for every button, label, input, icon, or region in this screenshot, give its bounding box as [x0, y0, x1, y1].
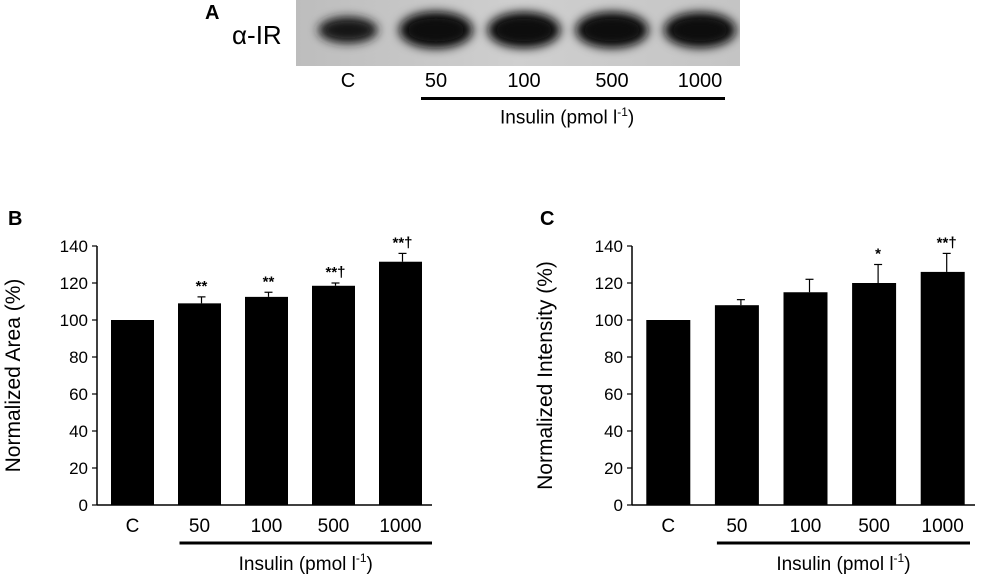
significance-label: **† [325, 264, 345, 281]
y-tick-label: 120 [60, 274, 88, 293]
x-tick-label: 50 [189, 516, 210, 537]
significance-label: ** [263, 273, 275, 290]
blot-label: α-IR [232, 20, 282, 50]
lane-label-c: C [340, 70, 356, 92]
x-tick-label: 1000 [922, 516, 964, 537]
blot-band-core [495, 18, 553, 42]
lane-label-50: 50 [424, 70, 448, 92]
bar [379, 261, 422, 505]
y-tick-label: 60 [604, 385, 623, 404]
bar [111, 320, 154, 505]
insulin-bracket-a [421, 97, 725, 100]
bar [312, 285, 355, 505]
y-tick-label: 20 [604, 459, 623, 478]
x-tick-label: 500 [858, 516, 890, 537]
y-tick-label: 120 [595, 274, 623, 293]
x-tick-label: 50 [726, 516, 747, 537]
x-tick-label: 1000 [379, 516, 421, 537]
blot-band-core [325, 21, 371, 39]
significance-label: **† [392, 234, 412, 251]
bar [920, 271, 965, 505]
y-tick-label: 40 [604, 422, 623, 441]
y-tick-label: 0 [79, 496, 88, 515]
x-tick-label: 100 [790, 516, 822, 537]
x-tick-label: C [661, 516, 675, 537]
y-tick-label: 100 [595, 311, 623, 330]
lane-label-500: 500 [595, 70, 629, 92]
bar [852, 283, 897, 505]
panel-b-letter: B [8, 208, 23, 230]
significance-label: **† [937, 234, 957, 251]
lane-label-100: 100 [507, 70, 541, 92]
y-tick-label: 100 [60, 311, 88, 330]
y-tick-label: 0 [614, 496, 623, 515]
bar [714, 305, 759, 505]
x-axis-label: Insulin (pmol l-1) [239, 551, 373, 575]
lane-label-1000: 1000 [677, 70, 723, 92]
panel-a-letter: A [205, 2, 220, 24]
blot-band-core [583, 18, 641, 42]
significance-label: ** [196, 278, 208, 295]
x-tick-label: 500 [318, 516, 350, 537]
bar [178, 303, 221, 505]
y-tick-label: 20 [69, 459, 88, 478]
y-tick-label: 80 [604, 348, 623, 367]
bar [646, 320, 691, 505]
panel-c-letter: C [540, 208, 555, 230]
y-tick-label: 140 [60, 237, 88, 256]
blot-band-core [672, 18, 728, 42]
x-tick-label: 100 [251, 516, 283, 537]
blot-image [296, 0, 740, 66]
chart-b: Normalized Area (%) 0 20 40 60 80 100 120 140 C **… [2, 234, 432, 575]
bar [245, 296, 288, 505]
bar [783, 292, 828, 505]
x-axis-label: Insulin (pmol l-1) [776, 551, 910, 575]
significance-label: * [875, 246, 881, 263]
y-axis-label: Normalized Area (%) [2, 279, 25, 473]
y-tick-label: 40 [69, 422, 88, 441]
y-axis-label: Normalized Intensity (%) [534, 261, 557, 490]
y-tick-label: 80 [69, 348, 88, 367]
blot-band-core [407, 18, 465, 42]
y-tick-label: 140 [595, 237, 623, 256]
insulin-caption-a: Insulin (pmol l-1) [500, 105, 635, 129]
x-tick-label: C [126, 516, 140, 537]
y-tick-label: 60 [69, 385, 88, 404]
lane-labels: C 50 100 500 1000 [296, 70, 740, 98]
chart-c: Normalized Intensity (%) 0 20 40 60 80 100 120 1… [534, 234, 975, 575]
